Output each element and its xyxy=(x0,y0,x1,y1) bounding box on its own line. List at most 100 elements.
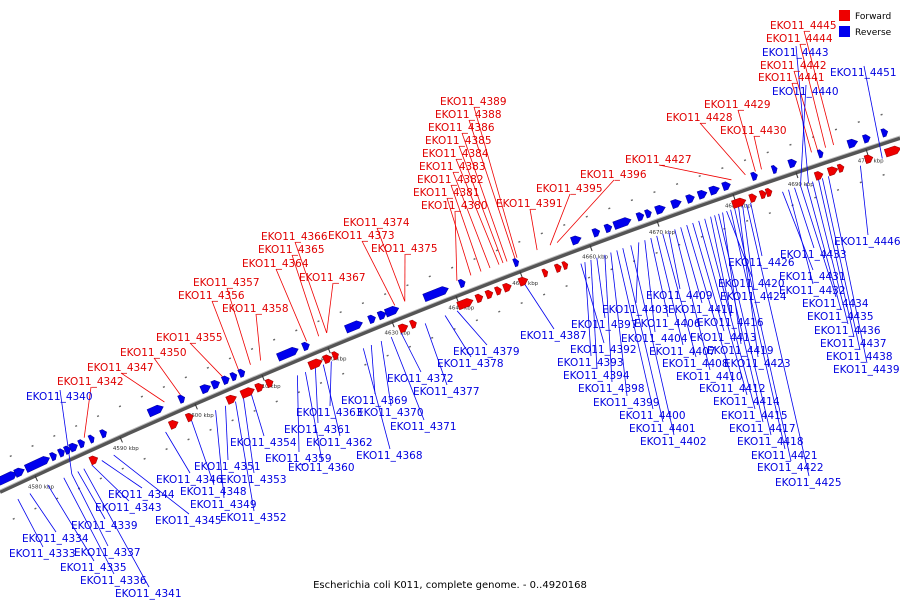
reverse-gene-label: EKO11_4425 xyxy=(775,477,842,489)
forward-gene-feature xyxy=(863,154,874,164)
connector-line xyxy=(662,233,697,358)
connector-line xyxy=(452,171,491,269)
reverse-swatch xyxy=(839,26,850,37)
connector-line xyxy=(580,263,605,344)
reverse-gene-feature xyxy=(670,199,682,209)
tick-mark xyxy=(327,347,331,354)
reverse-gene-label: EKO11_4378 xyxy=(437,358,504,370)
connector-line xyxy=(71,473,109,547)
connector-line xyxy=(473,106,518,258)
reverse-gene-label: EKO11_4397 xyxy=(571,319,638,331)
connector-line xyxy=(596,257,606,319)
reverse-gene-label: EKO11_4434 xyxy=(802,298,869,310)
connector-line xyxy=(63,477,115,575)
reverse-gene-label: EKO11_4361 xyxy=(284,424,351,436)
forward-gene-label: EKO11_4442 xyxy=(760,60,827,72)
connector-line xyxy=(461,132,508,262)
connector-line xyxy=(686,224,734,383)
forward-gene-feature xyxy=(517,276,529,287)
forward-gene-label: EKO11_4356 xyxy=(178,290,245,302)
connector-line xyxy=(120,372,165,403)
connector-line xyxy=(793,70,818,151)
tick-label: 4670 kbp xyxy=(649,230,675,236)
reverse-gene-label: EKO11_4345 xyxy=(155,515,222,527)
connector-line xyxy=(458,145,504,264)
forward-gene-feature xyxy=(409,319,417,329)
forward-gene-feature xyxy=(456,298,474,311)
connector-line xyxy=(803,30,834,146)
reverse-gene-label: EKO11_4413 xyxy=(690,332,757,344)
forward-gene-label: EKO11_4391 xyxy=(496,198,563,210)
reverse-gene-label: EKO11_4423 xyxy=(724,358,791,370)
connector-line xyxy=(622,248,664,423)
forward-gene-label: EKO11_4364 xyxy=(242,258,309,270)
forward-gene-label: EKO11_4342 xyxy=(57,376,124,388)
reverse-gene-label: EKO11_4439 xyxy=(833,364,900,376)
reverse-gene-label: EKO11_4354 xyxy=(230,437,297,449)
reverse-gene-label: EKO11_4346 xyxy=(156,474,223,486)
tick-mark xyxy=(732,193,736,200)
reverse-legend-label: Reverse xyxy=(855,28,892,38)
reverse-gene-feature xyxy=(376,310,387,321)
reverse-gene-feature xyxy=(685,194,695,204)
connector-line xyxy=(680,227,703,304)
connector-line xyxy=(454,210,458,281)
reverse-gene-feature xyxy=(422,286,449,303)
reverse-gene-label: EKO11_4437 xyxy=(820,338,887,350)
reverse-gene-label: EKO11_4416 xyxy=(697,317,764,329)
reverse-gene-label: EKO11_4398 xyxy=(578,383,645,395)
reverse-gene-label: EKO11_4335 xyxy=(60,562,127,574)
forward-gene-label: EKO11_4375 xyxy=(371,243,438,255)
tick-mark xyxy=(261,374,265,381)
reverse-gene-label: EKO11_4343 xyxy=(95,502,162,514)
connector-line xyxy=(668,231,681,290)
reverse-gene-label: EKO11_4421 xyxy=(751,450,818,462)
connector-line xyxy=(455,158,500,265)
reverse-gene-label: EKO11_4438 xyxy=(826,351,893,363)
connector-line xyxy=(370,344,376,395)
reverse-gene-feature xyxy=(276,347,299,362)
genome-backbone xyxy=(0,135,900,494)
connector-line xyxy=(456,310,488,346)
connector-line xyxy=(699,122,746,176)
connector-line xyxy=(590,259,598,370)
connector-line xyxy=(29,493,57,533)
connector-line xyxy=(376,227,406,302)
connector-line xyxy=(215,410,225,499)
reverse-gene-label: EKO11_4422 xyxy=(757,462,824,474)
tick-mark xyxy=(519,271,523,278)
forward-gene-label: EKO11_4429 xyxy=(704,99,771,111)
reverse-gene-feature xyxy=(721,181,731,192)
reverse-gene-feature xyxy=(199,384,211,395)
connector-line xyxy=(584,262,592,357)
connector-line xyxy=(782,191,814,271)
connector-line xyxy=(191,420,215,486)
reverse-gene-label: EKO11_4408 xyxy=(662,358,729,370)
connector-line xyxy=(794,187,815,249)
reverse-gene-label: EKO11_4399 xyxy=(593,397,660,409)
reverse-gene-feature xyxy=(344,320,363,334)
reverse-gene-feature xyxy=(787,158,797,169)
forward-gene-label: EKO11_4444 xyxy=(766,33,833,45)
reverse-gene-label: EKO11_4409 xyxy=(646,290,713,302)
connector-line xyxy=(305,372,323,462)
reverse-gene-label: EKO11_4336 xyxy=(80,575,147,587)
reverse-gene-feature xyxy=(68,442,78,453)
connector-line xyxy=(788,189,814,285)
connector-line xyxy=(251,394,265,437)
reverse-gene-feature xyxy=(654,204,666,215)
connector-line xyxy=(326,282,334,334)
connector-line xyxy=(549,193,571,246)
tick-mark xyxy=(589,245,593,252)
forward-gene-feature xyxy=(474,293,484,304)
connector-line xyxy=(17,498,44,548)
tick-mark xyxy=(656,220,660,227)
reverse-gene-feature xyxy=(635,212,645,222)
reverse-gene-feature xyxy=(570,235,582,246)
connector-line xyxy=(610,252,628,397)
forward-legend-label: Forward xyxy=(855,12,891,22)
reverse-gene-label: EKO11_4433 xyxy=(780,249,847,261)
reverse-gene-feature xyxy=(220,375,230,385)
connector-line xyxy=(650,237,669,318)
